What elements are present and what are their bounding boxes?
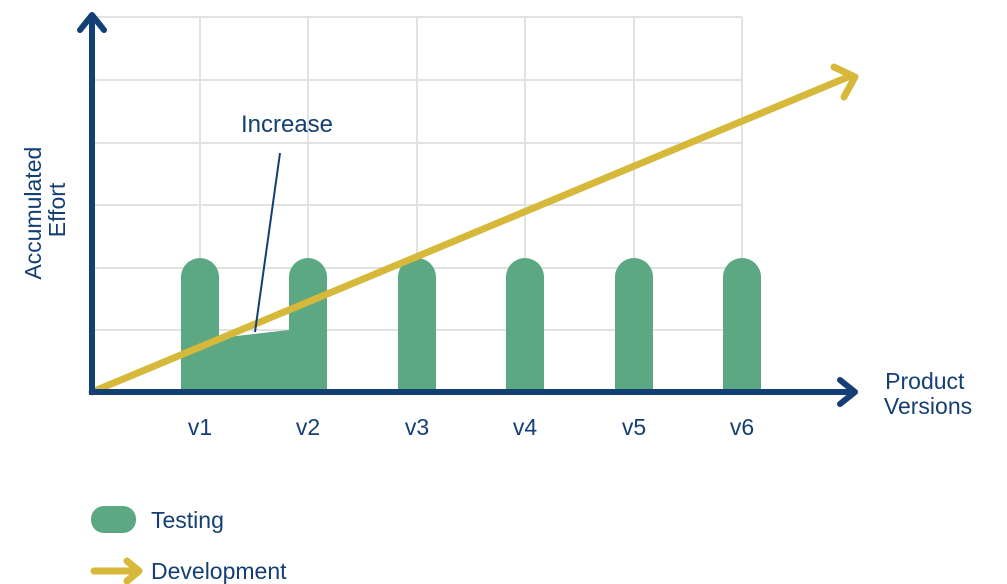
legend-testing-label: Testing <box>151 507 224 533</box>
axes <box>77 12 858 407</box>
increase-pointer-line <box>254 152 281 333</box>
testing-bar-v1-v2 <box>181 258 327 391</box>
version-label-v4: v4 <box>513 414 538 440</box>
y-axis-label-line1: Accumulated <box>20 147 46 280</box>
testing-bar-v3 <box>398 258 436 391</box>
testing-bar-v4 <box>506 258 544 391</box>
development-line <box>88 73 852 396</box>
development-arrowhead <box>830 63 859 101</box>
version-label-v2: v2 <box>296 414 320 440</box>
version-label-v1: v1 <box>188 414 212 440</box>
x-axis-arrowhead <box>837 377 858 407</box>
testing-bar-v5 <box>615 258 653 391</box>
increase-label: Increase <box>241 111 333 138</box>
x-axis-label-line1: Product <box>885 368 965 394</box>
version-labels: v1 v2 v3 v4 v5 v6 <box>188 414 754 440</box>
version-label-v5: v5 <box>622 414 646 440</box>
y-axis-arrowhead <box>77 12 107 33</box>
legend-development-label: Development <box>151 558 287 584</box>
y-axis-label: Accumulated Effort <box>20 140 70 279</box>
arrow-right-icon-head <box>123 557 143 584</box>
x-axis-label-line2: Versions <box>884 393 972 419</box>
x-axis-label: Product Versions <box>884 368 972 419</box>
development-arrow <box>88 63 859 396</box>
testing-bar-v6 <box>723 258 761 391</box>
version-label-v3: v3 <box>405 414 429 440</box>
version-label-v6: v6 <box>730 414 754 440</box>
testing-bars <box>181 258 761 391</box>
rounded-bar-icon <box>91 506 136 533</box>
legend: Testing Development <box>90 506 287 584</box>
y-axis-label-line2: Effort <box>44 182 70 237</box>
